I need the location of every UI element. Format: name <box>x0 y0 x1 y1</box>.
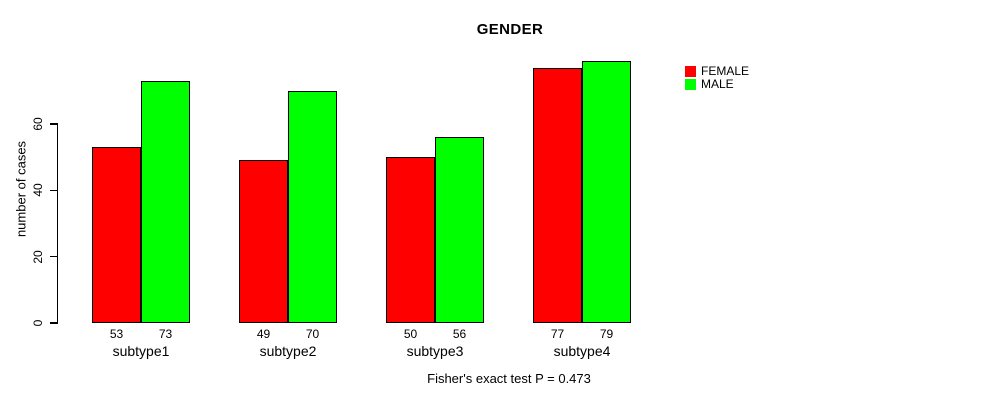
chart-title: GENDER <box>476 21 544 38</box>
bar-female-subtype3 <box>386 157 435 323</box>
bar-male-subtype3 <box>435 137 484 323</box>
y-tick-label-0: 0 <box>31 319 45 327</box>
y-axis-label: number of cases <box>13 140 29 238</box>
value-label-male-subtype4: 79 <box>599 327 614 341</box>
bar-female-subtype2 <box>239 160 288 323</box>
legend-item-male: MALE <box>685 78 749 91</box>
bar-female-subtype1 <box>92 147 141 323</box>
value-label-female-subtype4: 77 <box>550 327 565 341</box>
value-label-female-subtype1: 53 <box>109 327 124 341</box>
y-tick-60 <box>50 123 57 125</box>
y-tick-label-40: 40 <box>31 183 45 198</box>
value-label-male-subtype3: 56 <box>452 327 467 341</box>
legend-swatch-male <box>685 79 696 90</box>
bar-male-subtype1 <box>141 80 190 323</box>
category-label-subtype3: subtype3 <box>406 343 464 359</box>
legend-label-female: FEMALE <box>701 64 750 78</box>
caption-fisher-test: Fisher's exact test P = 0.473 <box>427 371 591 386</box>
y-axis-line <box>56 123 58 324</box>
legend-label-male: MALE <box>701 77 734 91</box>
y-tick-40 <box>50 189 57 192</box>
bar-male-subtype4 <box>582 60 631 323</box>
bar-male-subtype2 <box>288 90 337 323</box>
category-label-subtype4: subtype4 <box>553 343 611 359</box>
category-label-subtype1: subtype1 <box>112 343 170 359</box>
value-label-female-subtype2: 49 <box>256 327 271 341</box>
y-tick-label-60: 60 <box>31 117 45 131</box>
y-tick-0 <box>50 322 57 324</box>
legend-item-female: FEMALE <box>685 65 749 78</box>
legend-swatch-female <box>685 66 696 77</box>
y-tick-label-20: 20 <box>31 249 45 264</box>
value-label-male-subtype2: 70 <box>305 327 320 341</box>
y-tick-20 <box>50 255 57 258</box>
value-label-male-subtype1: 73 <box>158 327 173 341</box>
value-label-female-subtype3: 50 <box>403 327 418 341</box>
legend: FEMALE MALE <box>685 65 749 91</box>
bar-female-subtype4 <box>533 67 582 323</box>
category-label-subtype2: subtype2 <box>259 343 317 359</box>
